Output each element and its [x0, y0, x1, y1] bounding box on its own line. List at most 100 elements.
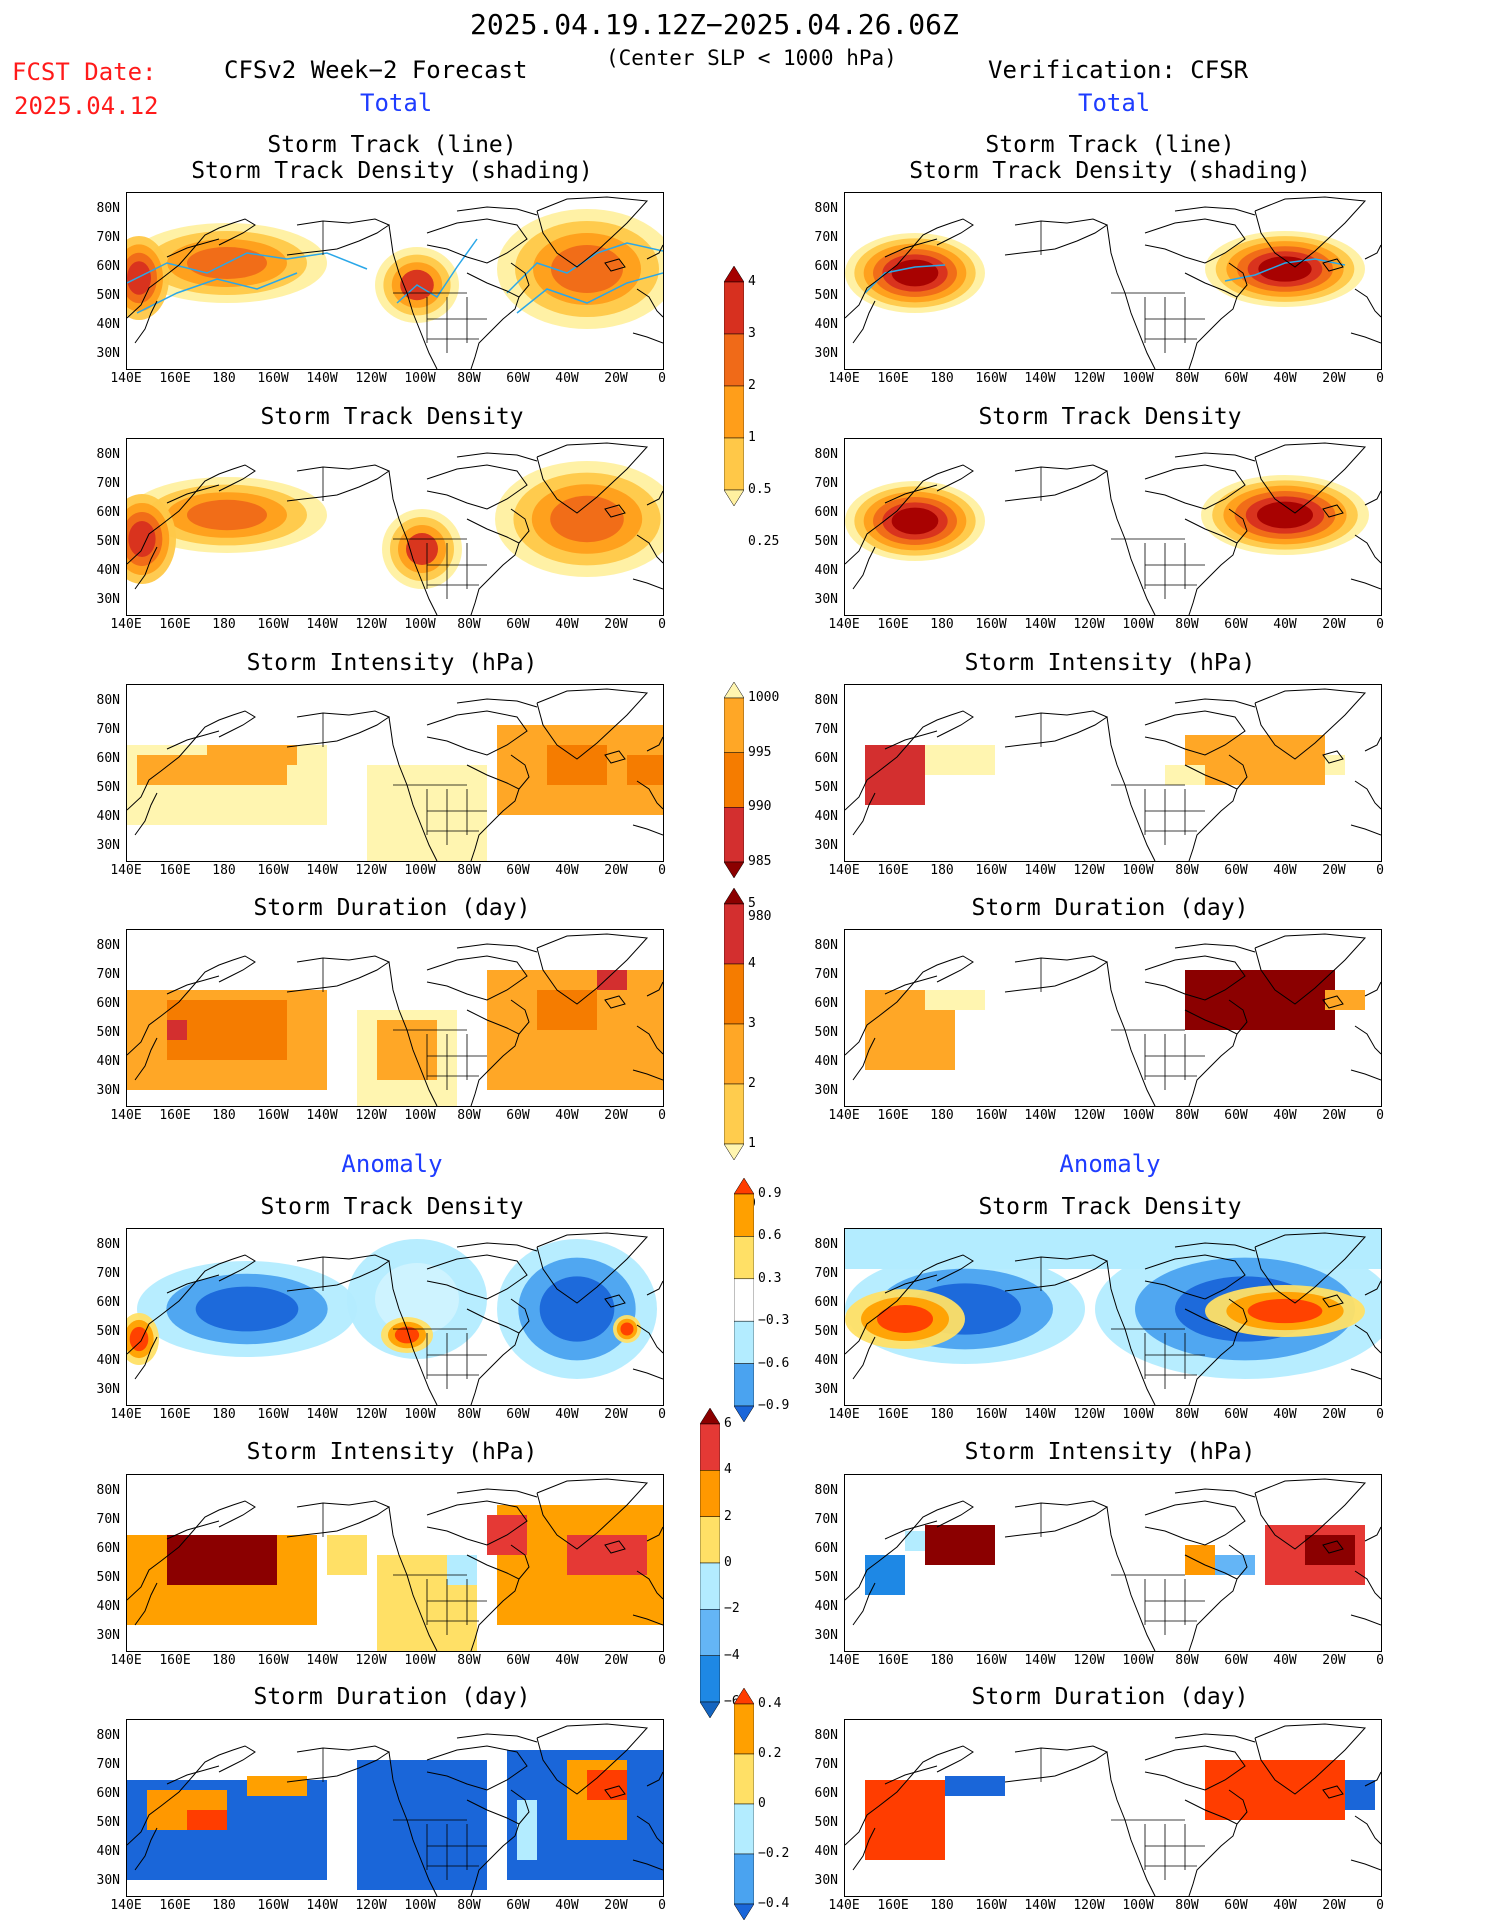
lon-tick-label: 140E [110, 617, 142, 632]
map-canvas [845, 1723, 1381, 1896]
lon-tick-label: 180 [930, 617, 954, 632]
lat-tick-label: 50N [96, 1025, 120, 1040]
colorbar-swatch [733, 1193, 755, 1237]
lon-tick-label: 160E [877, 371, 909, 386]
colorbar-swatch [723, 385, 745, 439]
lat-tick-label: 70N [814, 1757, 838, 1772]
title-track-line-right: Storm Track (line) [985, 132, 1235, 158]
lon-tick-label: 180 [212, 863, 236, 878]
lat-tick-label: 40N [96, 1844, 120, 1859]
title-anom-intensity-right: Storm Intensity (hPa) [964, 1439, 1256, 1465]
lon-tick-label: 140E [828, 1407, 860, 1422]
lat-tick-label: 30N [96, 1382, 120, 1397]
title-duration-right: Storm Duration (day) [971, 895, 1249, 921]
lon-tick-label: 140W [306, 1407, 338, 1422]
lon-tick-label: 140E [828, 371, 860, 386]
lat-tick-label: 30N [814, 1382, 838, 1397]
lon-tick-label: 40W [1273, 863, 1297, 878]
lon-tick-label: 20W [1322, 1653, 1346, 1668]
section-anomaly-left: Anomaly [341, 1150, 443, 1178]
lon-tick-label: 120W [1073, 1898, 1105, 1913]
lon-tick-label: 0 [1376, 617, 1384, 632]
lat-tick-label: 50N [814, 780, 838, 795]
model-title: CFSv2 Week−2 Forecast [224, 56, 528, 84]
colorbar-label: 985 [748, 854, 772, 869]
lon-tick-label: 120W [355, 371, 387, 386]
lat-tick-label: 80N [96, 1483, 120, 1498]
lat-tick-label: 70N [814, 1266, 838, 1281]
lon-tick-label: 140E [110, 1898, 142, 1913]
lon-tick-label: 140W [1024, 617, 1056, 632]
lat-tick-label: 40N [814, 317, 838, 332]
lat-tick-label: 30N [96, 1628, 120, 1643]
lat-tick-label: 40N [96, 809, 120, 824]
lon-tick-label: 120W [1073, 371, 1105, 386]
lon-tick-label: 20W [1322, 1108, 1346, 1123]
lon-tick-label: 160E [159, 1407, 191, 1422]
colorbar-label: −0.2 [758, 1846, 790, 1861]
lon-tick-label: 160E [159, 371, 191, 386]
colorbar-label: −0.3 [758, 1313, 790, 1329]
lon-tick-label: 160W [257, 1108, 289, 1123]
lat-tick-label: 80N [814, 693, 838, 708]
date-range-title: 2025.04.19.12Z−2025.04.26.06Z [470, 8, 959, 41]
lat-tick-label: 70N [96, 1757, 120, 1772]
title-track-shading-left: Storm Track Density (shading) [191, 158, 593, 184]
title-density-left: Storm Track Density [260, 404, 524, 430]
lat-tick-label: 50N [814, 1815, 838, 1830]
colorbar-swatch [723, 681, 745, 699]
lon-tick-label: 0 [658, 617, 666, 632]
lat-tick-label: 80N [814, 1483, 838, 1498]
title-anom-intensity-left: Storm Intensity (hPa) [246, 1439, 538, 1465]
map-panel-verification-density [844, 438, 1382, 616]
colorbar-label: −2 [724, 1601, 740, 1617]
lon-tick-label: 140W [1024, 1898, 1056, 1913]
colorbar-swatch [733, 1405, 755, 1423]
lon-tick-label: 160W [975, 1108, 1007, 1123]
colorbar-label: 1000 [748, 690, 780, 705]
lon-tick-label: 40W [555, 863, 579, 878]
section-total-left: Total [360, 89, 433, 117]
colorbar-label: 0.2 [758, 1746, 782, 1761]
colorbar-swatch [733, 1687, 755, 1705]
lat-tick-label: 70N [814, 230, 838, 245]
lon-tick-label: 140W [306, 863, 338, 878]
lon-tick-label: 80W [1175, 1108, 1199, 1123]
colorbar-duration-anom [733, 1687, 755, 1924]
lon-tick-label: 180 [212, 1898, 236, 1913]
colorbar-swatch [723, 752, 745, 808]
lon-tick-label: 120W [355, 1407, 387, 1422]
colorbar-label: 0 [758, 1796, 766, 1811]
lon-tick-label: 140E [110, 1108, 142, 1123]
lat-tick-label: 50N [96, 1570, 120, 1585]
lon-tick-label: 60W [506, 617, 530, 632]
colorbar-swatch [733, 1320, 755, 1364]
lat-tick-label: 80N [814, 1237, 838, 1252]
title-density-right: Storm Track Density [978, 404, 1242, 430]
colorbar-swatch [733, 1753, 755, 1805]
map-canvas [127, 1723, 663, 1896]
lon-tick-label: 20W [1322, 863, 1346, 878]
lat-tick-label: 30N [814, 838, 838, 853]
lon-tick-label: 80W [457, 1108, 481, 1123]
title-anom-duration-left: Storm Duration (day) [253, 1684, 531, 1710]
colorbar-label: 3 [748, 326, 756, 341]
lon-tick-label: 160E [877, 1407, 909, 1422]
lon-tick-label: 60W [1224, 863, 1248, 878]
lat-tick-label: 80N [96, 1237, 120, 1252]
colorbar-label: −0.4 [758, 1896, 790, 1911]
lon-tick-label: 60W [506, 1407, 530, 1422]
lon-tick-label: 140E [110, 863, 142, 878]
lon-tick-label: 0 [1376, 371, 1384, 386]
lat-tick-label: 50N [96, 288, 120, 303]
lat-tick-label: 40N [96, 317, 120, 332]
lon-tick-label: 140W [306, 1108, 338, 1123]
lon-tick-label: 140W [1024, 371, 1056, 386]
lon-tick-label: 160W [975, 1407, 1007, 1422]
colorbar-label: 4 [724, 1462, 732, 1478]
lat-tick-label: 70N [96, 476, 120, 491]
colorbar-swatch [723, 1083, 745, 1145]
lat-tick-label: 60N [814, 259, 838, 274]
lon-tick-label: 160E [877, 1108, 909, 1123]
lon-tick-label: 20W [1322, 617, 1346, 632]
